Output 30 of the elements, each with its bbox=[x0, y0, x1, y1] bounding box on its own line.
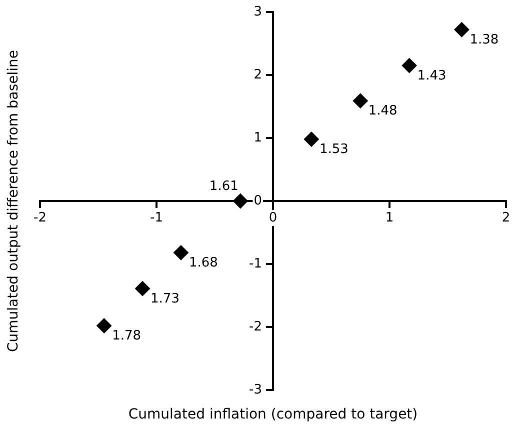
point bbox=[135, 281, 150, 296]
annotation: 1.61 bbox=[209, 178, 238, 194]
x-axis-title: Cumulated inflation (compared to target) bbox=[128, 406, 418, 423]
annotation: 1.78 bbox=[112, 328, 142, 344]
y-axis-title: Cumulated output difference from baseline bbox=[6, 50, 22, 352]
y-tick-label: -2 bbox=[249, 319, 262, 334]
x-tick-label: 1 bbox=[385, 210, 394, 226]
y-tick-label: -3 bbox=[249, 382, 262, 398]
y-tick-label: -1 bbox=[249, 256, 262, 272]
point bbox=[304, 132, 319, 147]
annotation: 1.73 bbox=[150, 291, 180, 306]
point bbox=[96, 318, 112, 334]
annotation: 1.48 bbox=[368, 104, 398, 119]
point bbox=[232, 194, 248, 208]
annotation: 1.38 bbox=[470, 32, 499, 48]
x-tick-label: -2 bbox=[34, 210, 46, 226]
annotation: 1.43 bbox=[417, 68, 446, 84]
y-tick-label: 2 bbox=[254, 67, 262, 82]
y-tick-label: 1 bbox=[254, 130, 262, 146]
y-tick-label: 0 bbox=[254, 193, 262, 208]
point bbox=[402, 58, 417, 74]
x-tick-label: 0 bbox=[268, 210, 278, 226]
point bbox=[352, 93, 368, 108]
y-tick-label: 3 bbox=[254, 4, 262, 20]
annotation: 1.68 bbox=[188, 256, 218, 271]
x-tick-label: 2 bbox=[502, 210, 510, 226]
x-tick-label: -1 bbox=[150, 210, 163, 226]
annotation: 1.53 bbox=[319, 142, 348, 158]
point bbox=[173, 245, 188, 260]
point bbox=[454, 22, 470, 38]
